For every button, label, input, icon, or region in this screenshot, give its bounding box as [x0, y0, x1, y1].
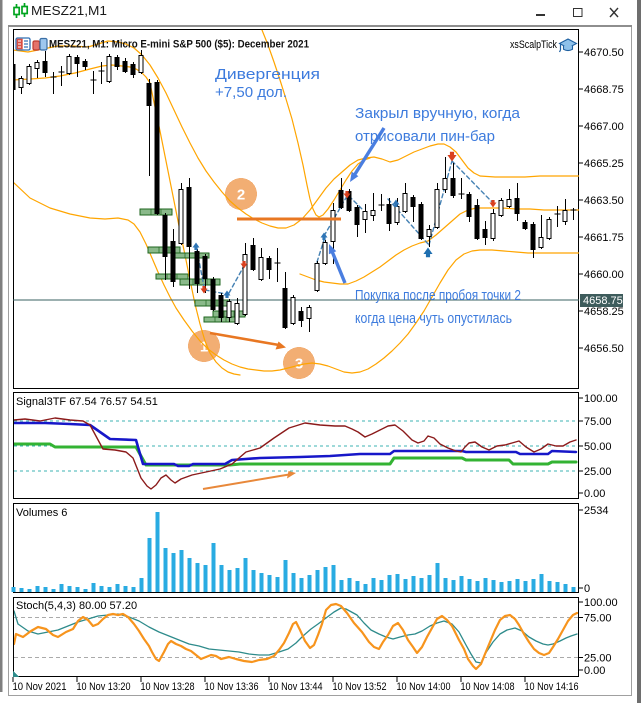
- svg-text:когда цена чуть опустилась: когда цена чуть опустилась: [355, 311, 512, 327]
- svg-text:4661.75: 4661.75: [584, 232, 624, 244]
- svg-text:отрисовали пин-бар: отрисовали пин-бар: [355, 129, 495, 145]
- svg-text:Дивергенция: Дивергенция: [215, 67, 320, 83]
- svg-text:10 Nov 13:20: 10 Nov 13:20: [77, 681, 131, 693]
- svg-text:25.00: 25.00: [584, 466, 612, 478]
- svg-text:25.00: 25.00: [584, 653, 612, 665]
- svg-text:4668.75: 4668.75: [584, 84, 624, 96]
- svg-text:10 Nov 13:52: 10 Nov 13:52: [333, 681, 387, 693]
- svg-text:+7,50 дол.: +7,50 дол.: [215, 85, 287, 101]
- svg-text:4656.50: 4656.50: [584, 343, 624, 355]
- svg-text:10 Nov 13:44: 10 Nov 13:44: [269, 681, 323, 693]
- svg-text:2534: 2534: [584, 505, 608, 517]
- svg-text:0.00: 0.00: [584, 665, 605, 677]
- svg-text:Закрыл вручную, когда: Закрыл вручную, когда: [355, 106, 521, 122]
- svg-text:4667.00: 4667.00: [584, 121, 624, 133]
- svg-text:10 Nov 2021: 10 Nov 2021: [13, 681, 67, 693]
- svg-text:0: 0: [584, 583, 590, 595]
- svg-text:4665.25: 4665.25: [584, 158, 624, 170]
- svg-text:0.00: 0.00: [584, 488, 605, 500]
- svg-text:3: 3: [295, 356, 303, 373]
- svg-text:100.00: 100.00: [584, 393, 618, 405]
- svg-text:10 Nov 13:36: 10 Nov 13:36: [205, 681, 259, 693]
- svg-text:4663.50: 4663.50: [584, 195, 624, 207]
- svg-text:Volumes 6: Volumes 6: [16, 507, 67, 519]
- svg-text:4660.00: 4660.00: [584, 269, 624, 281]
- svg-text:MESZ21,M1: MESZ21,M1: [31, 4, 107, 18]
- svg-text:50.00: 50.00: [584, 441, 612, 453]
- svg-text:10 Nov 14:08: 10 Nov 14:08: [461, 681, 515, 693]
- svg-text:2: 2: [237, 187, 245, 204]
- svg-text:Покупка после пробоя точки 2: Покупка после пробоя точки 2: [355, 288, 521, 304]
- svg-text:75.00: 75.00: [584, 612, 612, 624]
- svg-text:100.00: 100.00: [584, 597, 618, 609]
- svg-text:4670.50: 4670.50: [584, 47, 624, 59]
- svg-text:10 Nov 14:00: 10 Nov 14:00: [397, 681, 451, 693]
- svg-text:xsScalpTick: xsScalpTick: [510, 39, 557, 51]
- svg-text:MESZ21, M1: Micro E-mini S&P: MESZ21, M1: Micro E-mini S&P 500 ($5): D…: [49, 39, 309, 51]
- svg-text:4658.25: 4658.25: [584, 306, 624, 318]
- svg-text:4658.75: 4658.75: [583, 295, 623, 307]
- svg-text:10 Nov 13:28: 10 Nov 13:28: [141, 681, 195, 693]
- svg-text:10 Nov 14:16: 10 Nov 14:16: [525, 681, 579, 693]
- svg-text:Signal3TF 67.54 76.57 54.51: Signal3TF 67.54 76.57 54.51: [16, 396, 158, 408]
- svg-text:1: 1: [200, 339, 208, 356]
- svg-text:75.00: 75.00: [584, 416, 612, 428]
- svg-text:Stoch(5,4,3) 80.00 57.20: Stoch(5,4,3) 80.00 57.20: [16, 600, 137, 612]
